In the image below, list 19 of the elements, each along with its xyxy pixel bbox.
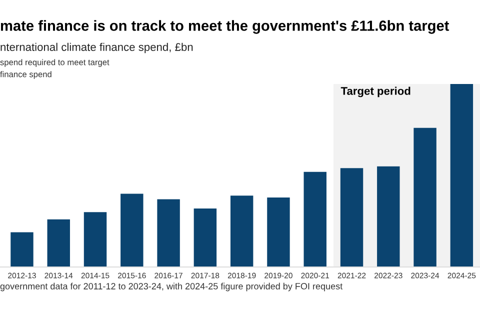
text: finance spend	[0, 71, 52, 79]
bar	[377, 166, 400, 267]
text: government data for 2011-12 to 2023-24, with 2024-25 figure provided by FOI request	[0, 282, 343, 292]
bar	[47, 219, 70, 267]
bar	[340, 168, 364, 267]
bar	[10, 232, 34, 267]
chart-title: mate finance is on track to meet the government's £11.6bn target	[0, 20, 450, 34]
bar	[120, 194, 144, 267]
bar	[304, 172, 326, 267]
bar	[230, 196, 254, 267]
bar	[414, 128, 436, 267]
bar	[157, 199, 180, 267]
bar	[194, 208, 217, 267]
chart-subtitle: nternational climate finance spend, £bn	[0, 42, 193, 54]
band-label: Target period	[340, 86, 410, 98]
text: spend required to meet target	[0, 59, 110, 67]
bar	[267, 197, 290, 267]
bar	[84, 212, 107, 267]
bar	[450, 84, 474, 267]
